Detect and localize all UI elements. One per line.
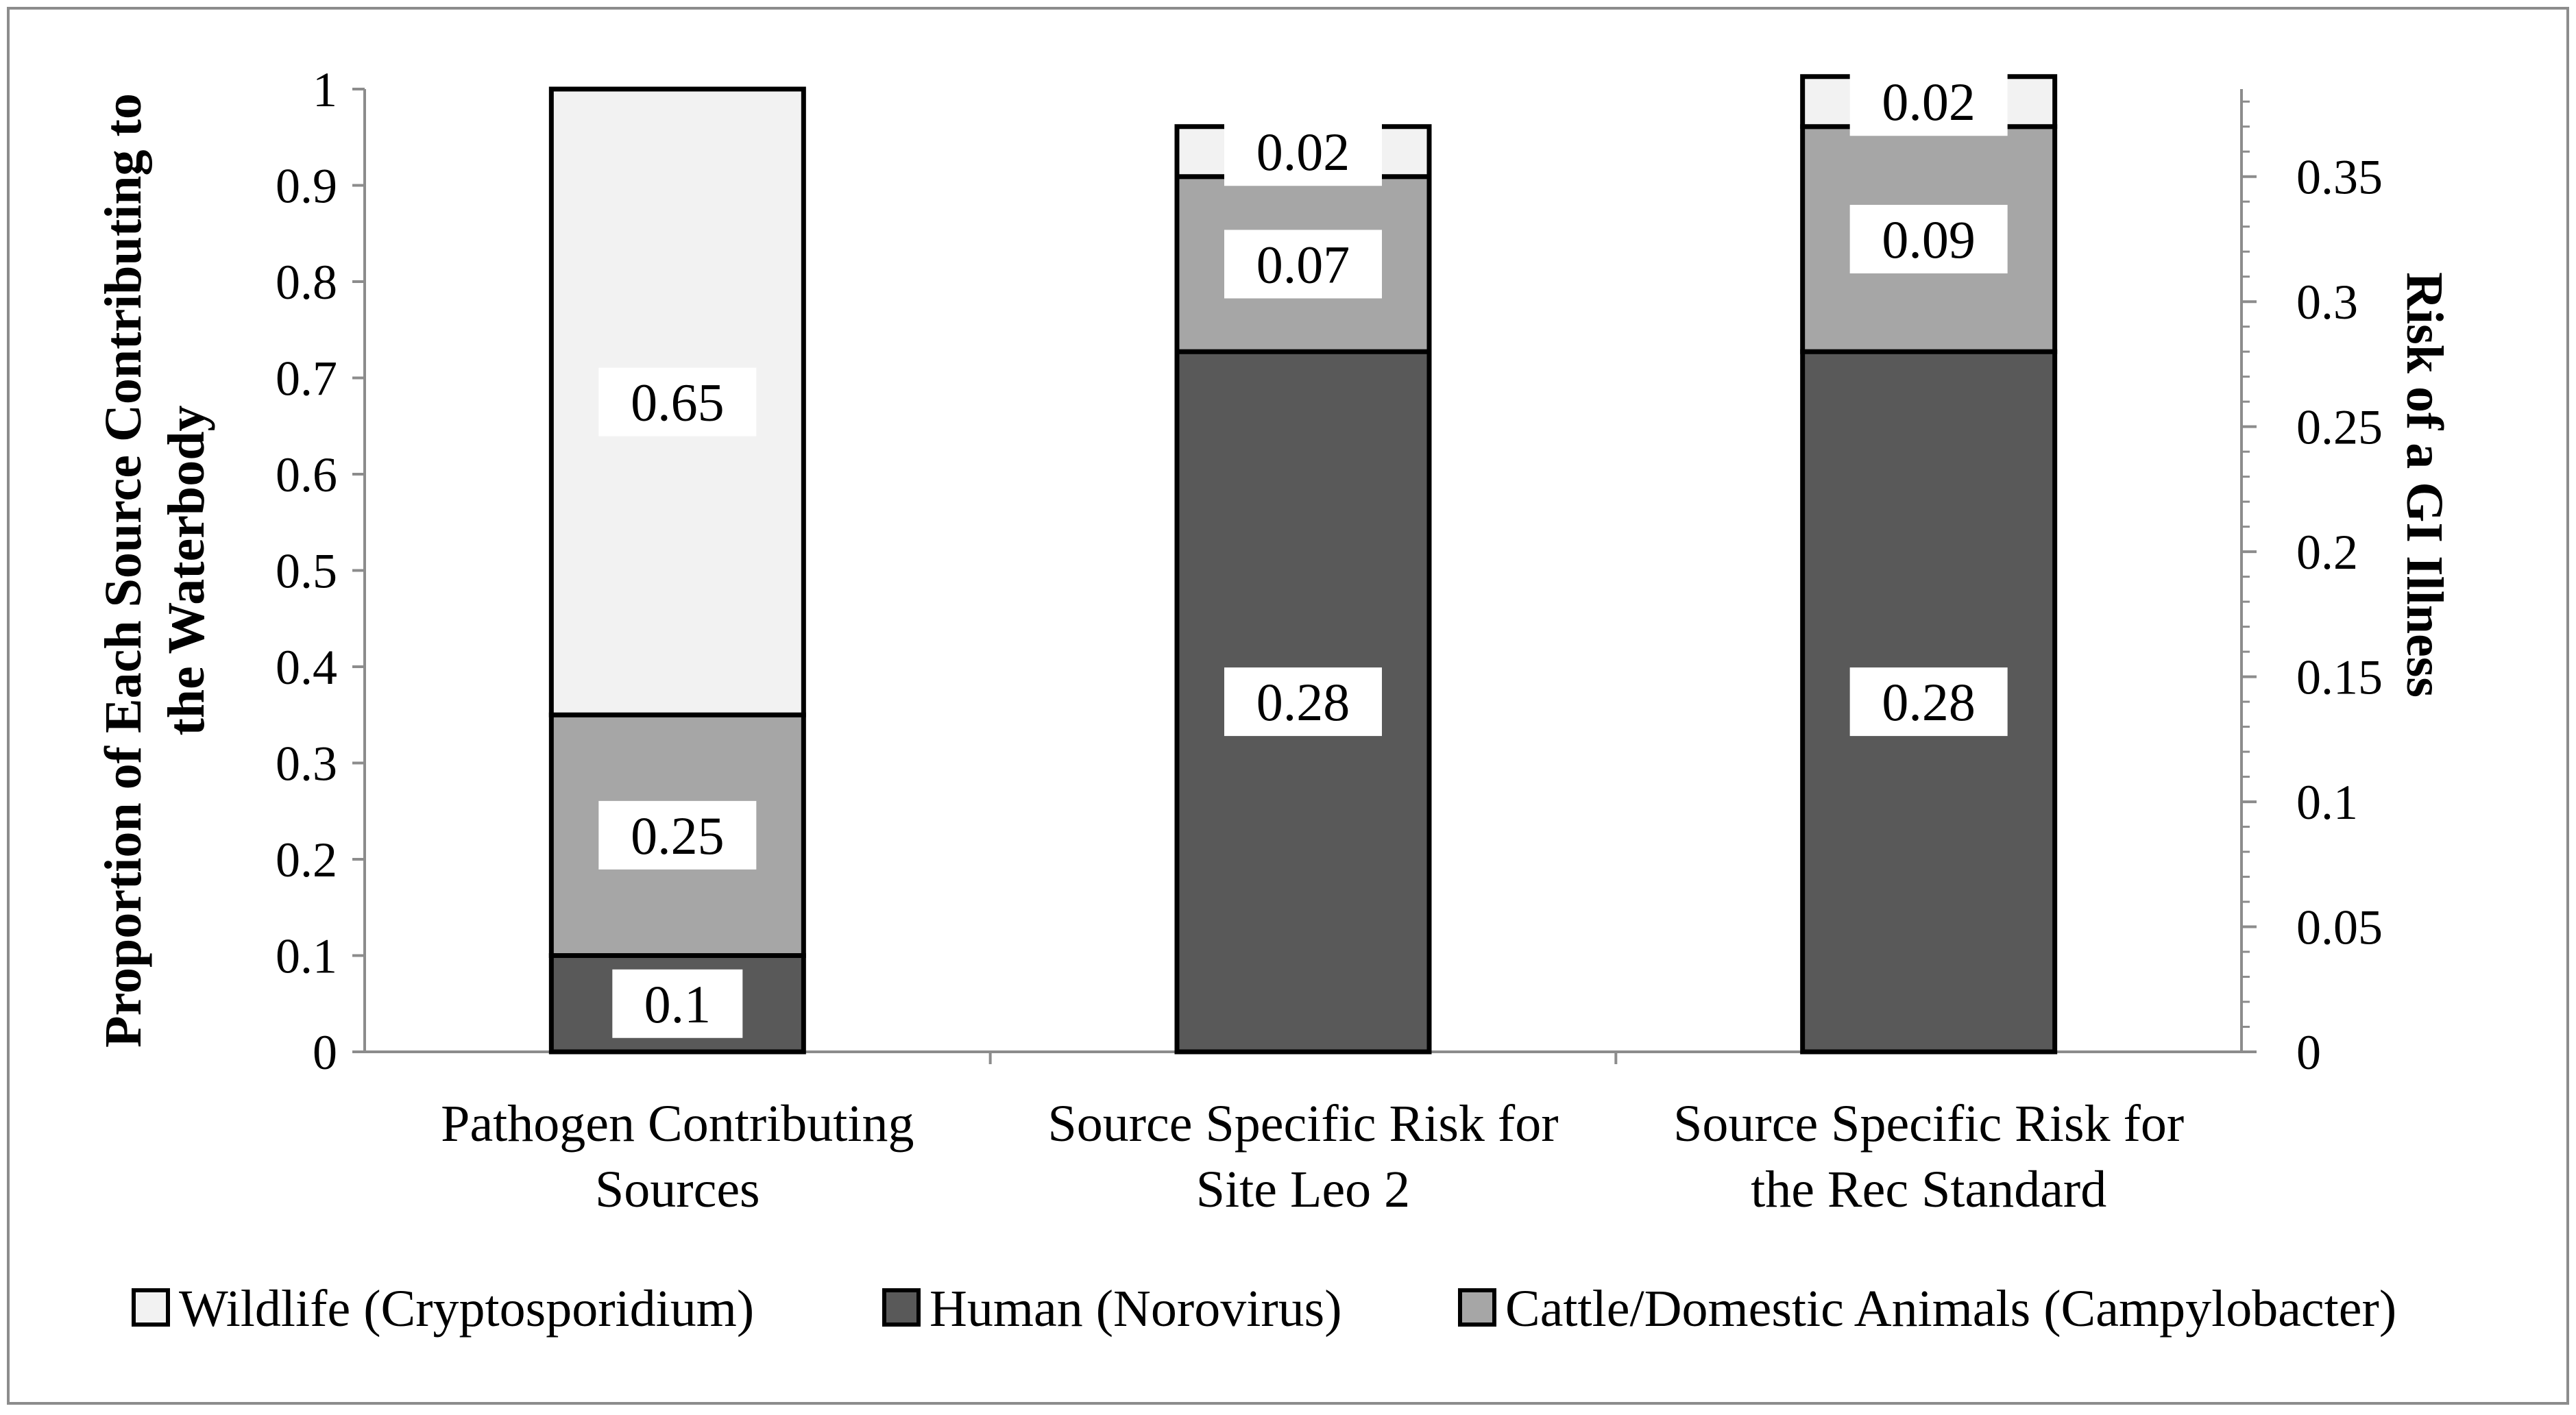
data-label-box — [1224, 117, 1382, 186]
legend-swatch — [1458, 1288, 1496, 1327]
data-label: 0.02 — [1256, 122, 1350, 182]
left-axis-tick-label: 0.2 — [276, 833, 337, 887]
data-label: 0.09 — [1882, 210, 1976, 269]
data-label-box — [1849, 67, 2008, 136]
right-axis-tick-label: 0 — [2296, 1025, 2321, 1080]
right-axis-tick-label: 0.05 — [2296, 900, 2383, 955]
x-category-label: Pathogen Contributing Sources — [441, 1095, 914, 1218]
x-category-label-line: Source Specific Risk for — [1047, 1095, 1558, 1153]
x-category-label-line: Sources — [595, 1161, 760, 1218]
right-axis-tick-label: 0.15 — [2296, 650, 2383, 705]
data-label: 0.65 — [631, 373, 725, 432]
x-category-label-line: Source Specific Risk for — [1673, 1095, 2184, 1153]
data-label: 0.02 — [1882, 72, 1976, 132]
left-axis-tick-label: 0.6 — [276, 447, 337, 502]
right-axis-tick-label: 0.3 — [2296, 275, 2358, 330]
right-axis-title: Risk of a GI Illness — [2396, 272, 2453, 698]
left-axis-tick-label: 0 — [313, 1025, 337, 1080]
data-label: 0.1 — [644, 974, 712, 1034]
data-label: 0.07 — [1256, 234, 1350, 294]
legend-label: Human (Norovirus) — [929, 1280, 1342, 1338]
left-axis-tick-label: 0.9 — [276, 159, 337, 214]
left-axis-tick-label: 0.7 — [276, 352, 337, 406]
left-axis-tick-label: 1 — [313, 62, 337, 117]
left-axis-tick-label: 0.8 — [276, 255, 337, 310]
data-label-box — [598, 800, 757, 870]
x-category-label-line: Site Leo 2 — [1196, 1161, 1410, 1218]
x-category-label-line: Pathogen Contributing — [441, 1095, 914, 1153]
legend-swatch — [882, 1288, 921, 1327]
data-label: 0.25 — [631, 806, 725, 865]
left-axis-title: Proportion of Each Source Contributing t… — [95, 93, 215, 1048]
legend-label: Cattle/Domestic Animals (Campylobacter) — [1505, 1280, 2396, 1338]
x-category-label: Source Specific Risk for the Rec Standard — [1673, 1095, 2184, 1218]
left-axis-tick-label: 0.3 — [276, 737, 337, 791]
x-category-label: Source Specific Risk for Site Leo 2 — [1047, 1095, 1558, 1218]
data-label-box — [1849, 204, 2008, 273]
left-axis-tick-label: 0.1 — [276, 929, 337, 984]
data-label-box — [612, 969, 743, 1038]
left-axis-tick-label: 0.5 — [276, 544, 337, 599]
legend-swatch — [132, 1288, 170, 1327]
data-label-box — [598, 367, 757, 436]
right-axis-tick-label: 0.1 — [2296, 775, 2358, 830]
left-axis-tick-label: 0.4 — [276, 640, 337, 695]
right-axis-tick-label: 0.25 — [2296, 400, 2383, 455]
x-category-label-line: the Rec Standard — [1751, 1161, 2106, 1218]
data-label-box — [1224, 230, 1382, 299]
data-label-box — [1849, 667, 2008, 737]
data-label-box — [1224, 667, 1382, 737]
left-axis-title-line: Proportion of Each Source Contributing t… — [95, 93, 152, 1048]
data-label: 0.28 — [1882, 672, 1976, 732]
right-axis-tick-label: 0.2 — [2296, 525, 2358, 580]
legend-label: Wildlife (Cryptosporidium) — [179, 1280, 754, 1338]
right-axis-tick-label: 0.35 — [2296, 150, 2383, 205]
left-axis-title-line: the Waterbody — [158, 405, 215, 735]
data-label: 0.28 — [1256, 672, 1350, 732]
